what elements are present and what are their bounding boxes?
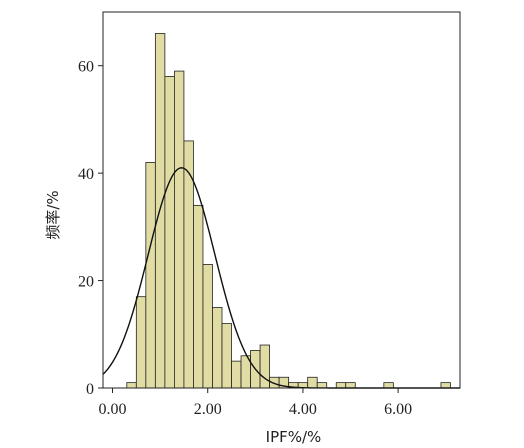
x-tick-label-1: 2.00 — [194, 401, 222, 418]
plot-frame — [102, 11, 461, 389]
histogram-bar-7 — [193, 204, 204, 389]
histogram-bar-4 — [164, 76, 175, 389]
y-tick-label-3: 60 — [78, 59, 94, 76]
x-tick-label-0: 0.00 — [99, 401, 127, 418]
histogram-bar-19 — [307, 376, 318, 389]
histogram-bar-11 — [231, 360, 242, 389]
histogram-bar-20 — [316, 382, 328, 389]
x-axis-title: IPF%/% — [266, 428, 322, 446]
x-tick-label-2: 4.00 — [289, 401, 317, 418]
y-axis-ticks: 0 20 40 60 — [78, 59, 103, 398]
histogram-bar-23 — [383, 382, 394, 389]
y-tick-label-2: 40 — [78, 166, 94, 183]
y-axis-title: 频率/% — [44, 190, 62, 239]
histogram-bar-2 — [145, 161, 156, 389]
histogram-bar-14 — [259, 344, 270, 389]
histogram-bar-9 — [212, 307, 223, 389]
histogram-bar-10 — [221, 323, 232, 389]
histogram-bar-1 — [135, 296, 147, 389]
histogram-bar-21 — [335, 382, 347, 389]
x-axis-ticks: 0.00 2.00 4.00 6.00 — [99, 388, 412, 418]
histogram-bar-8 — [202, 264, 213, 389]
y-tick-label-1: 20 — [78, 274, 94, 291]
histogram-bar-5 — [173, 70, 185, 389]
histogram-bar-22 — [345, 382, 356, 389]
x-tick-label-3: 6.00 — [384, 401, 412, 418]
histogram-bar-24 — [440, 382, 451, 389]
histogram-bars — [126, 33, 451, 389]
y-tick-label-0: 0 — [86, 381, 94, 398]
histogram-bar-0 — [126, 382, 137, 389]
